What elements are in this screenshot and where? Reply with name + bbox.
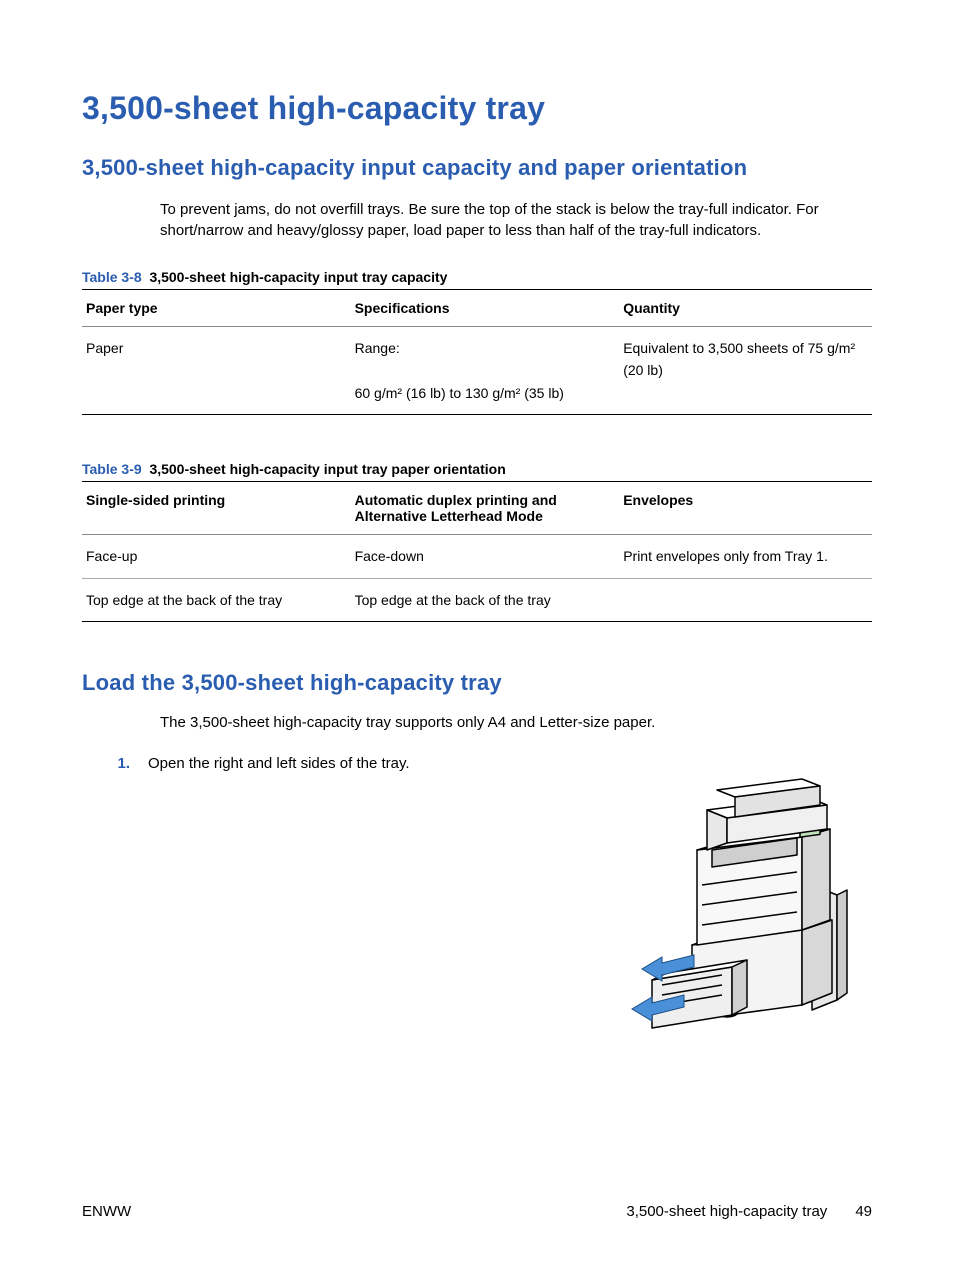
- table-cell: Paper: [82, 327, 351, 415]
- table-cell: [619, 578, 872, 621]
- page-footer: ENWW 3,500-sheet high-capacity tray 49: [82, 1203, 872, 1220]
- section-intro-text: To prevent jams, do not overfill trays. …: [160, 199, 862, 241]
- spec-range-value: 60 g/m² (16 lb) to 130 g/m² (35 lb): [355, 385, 564, 401]
- printer-illustration-icon: [602, 755, 862, 1055]
- table-cell: Print envelopes only from Tray 1.: [619, 535, 872, 578]
- table-header: Quantity: [619, 290, 872, 327]
- spec-range-label: Range:: [355, 340, 400, 356]
- table-cell: Equivalent to 3,500 sheets of 75 g/m² (2…: [619, 327, 872, 415]
- page-body: 3,500-sheet high-capacity tray 3,500-she…: [0, 0, 954, 1270]
- table-title: 3,500-sheet high-capacity input tray pap…: [149, 461, 505, 477]
- table-number: Table 3-8: [82, 269, 142, 285]
- table-caption-3-8: Table 3-8 3,500-sheet high-capacity inpu…: [82, 269, 872, 285]
- step-text: Open the right and left sides of the tra…: [148, 755, 578, 772]
- section-heading-load: Load the 3,500-sheet high-capacity tray: [82, 670, 872, 696]
- table-row: Top edge at the back of the tray Top edg…: [82, 578, 872, 621]
- table-caption-3-9: Table 3-9 3,500-sheet high-capacity inpu…: [82, 461, 872, 477]
- section-heading-capacity: 3,500-sheet high-capacity input capacity…: [82, 155, 872, 181]
- table-header: Envelopes: [619, 482, 872, 535]
- table-cell: Top edge at the back of the tray: [351, 578, 620, 621]
- footer-right: 3,500-sheet high-capacity tray 49: [626, 1203, 872, 1220]
- table-cell: Face-down: [351, 535, 620, 578]
- table-number: Table 3-9: [82, 461, 142, 477]
- table-cell: Top edge at the back of the tray: [82, 578, 351, 621]
- step-row: 1. Open the right and left sides of the …: [82, 755, 872, 1055]
- table-header-row: Single-sided printing Automatic duplex p…: [82, 482, 872, 535]
- table-header: Paper type: [82, 290, 351, 327]
- footer-page-number: 49: [855, 1203, 872, 1220]
- section-body-text: The 3,500-sheet high-capacity tray suppo…: [160, 714, 872, 731]
- footer-section-label: 3,500-sheet high-capacity tray: [626, 1203, 827, 1220]
- table-cell: Range: 60 g/m² (16 lb) to 130 g/m² (35 l…: [351, 327, 620, 415]
- table-title: 3,500-sheet high-capacity input tray cap…: [149, 269, 447, 285]
- table-cell: Face-up: [82, 535, 351, 578]
- table-header-row: Paper type Specifications Quantity: [82, 290, 872, 327]
- step-figure: [578, 755, 872, 1055]
- table-orientation: Single-sided printing Automatic duplex p…: [82, 481, 872, 622]
- table-row: Face-up Face-down Print envelopes only f…: [82, 535, 872, 578]
- table-header: Specifications: [351, 290, 620, 327]
- table-header: Automatic duplex printing and Alternativ…: [351, 482, 620, 535]
- table-header: Single-sided printing: [82, 482, 351, 535]
- page-title: 3,500-sheet high-capacity tray: [82, 90, 872, 127]
- step-number: 1.: [82, 755, 148, 772]
- footer-left: ENWW: [82, 1203, 131, 1220]
- table-capacity: Paper type Specifications Quantity Paper…: [82, 289, 872, 415]
- table-row: Paper Range: 60 g/m² (16 lb) to 130 g/m²…: [82, 327, 872, 415]
